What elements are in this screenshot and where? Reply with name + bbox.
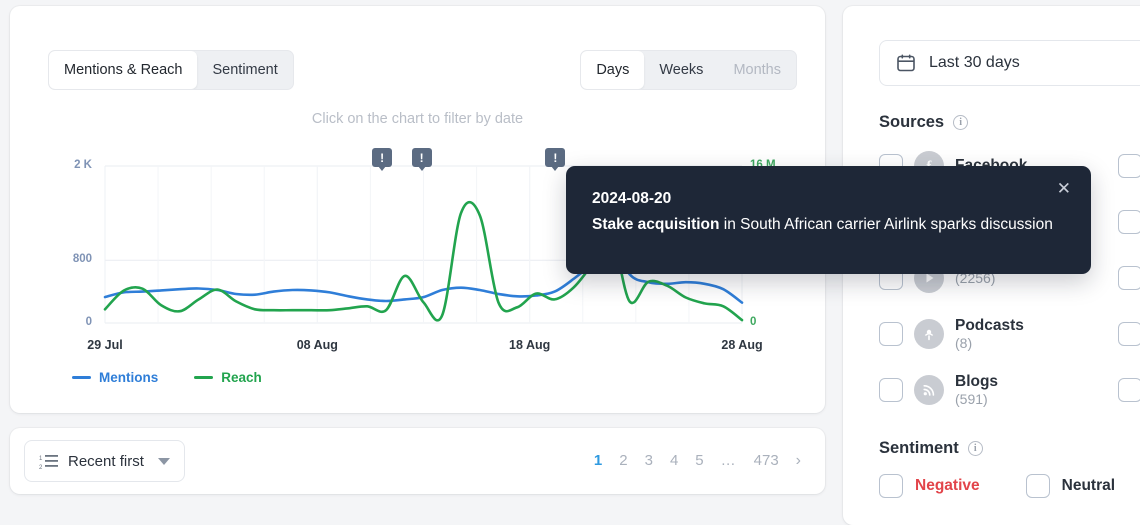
x-axis-tick: 18 Aug — [509, 338, 551, 352]
chart-line-mentions[interactable] — [103, 239, 744, 304]
tooltip-headline: Stake acquisition in South African carri… — [592, 212, 1065, 238]
rss-icon — [923, 385, 935, 396]
granularity-segmented-control: Days Weeks Months — [580, 50, 797, 90]
granularity-weeks[interactable]: Weeks — [659, 62, 704, 78]
pagination-page-3[interactable]: 3 — [644, 452, 653, 469]
source-label-group: Blogs (591) — [955, 373, 998, 407]
source-filter-row[interactable] — [1118, 312, 1140, 356]
x-axis-tick: 29 Jul — [87, 338, 123, 352]
close-icon[interactable]: ✕ — [1056, 179, 1071, 198]
source-filter-row[interactable] — [1118, 144, 1140, 188]
legend-label-reach: Reach — [221, 370, 262, 385]
sentiment-option-negative[interactable]: Negative — [879, 474, 980, 498]
y-axis-tick-left: 0 — [85, 316, 92, 328]
pagination-next-button[interactable]: › — [795, 452, 801, 469]
checkbox-source-secondary-3[interactable] — [1118, 322, 1140, 346]
chart-view-segmented-control: Mentions & Reach Sentiment — [48, 50, 294, 90]
legend-swatch-mentions — [72, 376, 91, 379]
source-name: Blogs — [955, 373, 999, 391]
pagination-page-5[interactable]: 5 — [695, 452, 704, 469]
checkbox-source-secondary-1[interactable] — [1118, 210, 1140, 234]
svg-text:1: 1 — [39, 456, 43, 462]
youtube-icon — [926, 273, 934, 283]
source-filter-row[interactable] — [1118, 200, 1140, 244]
granularity-control: Days Weeks Months — [580, 50, 797, 90]
alert-flag[interactable]: ! — [411, 148, 432, 167]
tooltip-date: 2024-08-20 — [592, 190, 672, 207]
date-range-picker[interactable]: Last 30 days — [879, 40, 1140, 86]
x-axis-tick: 28 Aug — [721, 338, 763, 352]
tab-mentions-and-reach[interactable]: Mentions & Reach — [49, 51, 198, 89]
source-name: Podcasts — [955, 317, 1024, 335]
pagination-page-1[interactable]: 1 — [593, 452, 603, 469]
granularity-days[interactable]: Days — [581, 51, 645, 89]
checkbox-sentiment-neutral[interactable] — [1025, 474, 1050, 498]
pagination-page-473[interactable]: 473 — [753, 452, 779, 469]
checkbox-source-secondary-4[interactable] — [1118, 378, 1140, 402]
tooltip-headline-rest: in South African carrier Airlink sparks … — [719, 216, 1053, 233]
checkbox-source-secondary-2[interactable] — [1118, 266, 1140, 290]
sentiment-option-neutral[interactable]: Neutral — [1025, 474, 1116, 498]
source-filter-row[interactable]: Podcasts (8) — [879, 312, 1027, 356]
svg-text:2: 2 — [39, 465, 43, 470]
sentiment-label-negative: Negative — [915, 477, 980, 494]
source-filter-row[interactable]: Blogs (591) — [879, 368, 1027, 412]
checkbox-source-secondary-0[interactable] — [1118, 154, 1140, 178]
chart-event-tooltip[interactable]: ✕ 2024-08-20 Stake acquisition in South … — [566, 166, 1091, 274]
source-filter-row[interactable] — [1118, 256, 1140, 300]
legend-swatch-reach — [194, 376, 214, 379]
pagination-page-4[interactable]: 4 — [669, 452, 679, 469]
pagination-page-2[interactable]: 2 — [619, 452, 628, 469]
alert-flag[interactable]: ! — [545, 148, 566, 167]
sources-title-text: Sources — [879, 113, 945, 131]
sentiment-title-text: Sentiment — [879, 439, 959, 457]
date-range-label: Last 30 days — [929, 54, 1020, 71]
source-badge — [914, 319, 944, 349]
sort-dropdown[interactable]: 1 2 Recent first — [24, 440, 185, 482]
source-badge — [914, 375, 944, 405]
legend-label-mentions: Mentions — [99, 370, 159, 385]
info-icon[interactable]: i — [953, 115, 969, 130]
checkbox-sentiment-negative[interactable] — [879, 474, 903, 498]
sources-column-secondary — [1118, 144, 1140, 412]
sentiment-label-neutral: Neutral — [1061, 477, 1116, 494]
checkbox-source-podcasts[interactable] — [879, 322, 903, 346]
y-axis-tick-left: 800 — [72, 253, 92, 266]
pagination-ellipsis: … — [720, 452, 737, 469]
results-toolbar: 1 2 Recent first 1 2 3 4 5… 473 › — [10, 428, 825, 494]
calendar-icon — [897, 54, 915, 72]
x-axis-tick: 08 Aug — [296, 338, 338, 352]
chart-legend: Mentions Reach — [72, 370, 262, 385]
y-axis-tick-left: 2 K — [74, 159, 92, 171]
source-count: (8) — [955, 334, 973, 351]
legend-item-mentions[interactable]: Mentions — [72, 370, 158, 385]
sort-dropdown-label: Recent first — [68, 452, 144, 470]
checkbox-source-blogs[interactable] — [879, 378, 903, 402]
source-label-group: Podcasts (8) — [955, 317, 1024, 351]
sources-section-title: Sources i — [879, 113, 1140, 132]
sentiment-filter-row: Negative Neutral — [879, 474, 1140, 498]
source-count: (591) — [955, 390, 988, 407]
sentiment-section-title: Sentiment i — [879, 439, 1140, 458]
source-filter-row[interactable] — [1118, 368, 1140, 412]
tooltip-headline-bold: Stake acquisition — [592, 216, 720, 233]
podcast-icon — [924, 329, 934, 341]
chart-hint-text: Click on the chart to filter by date — [311, 111, 524, 127]
granularity-months: Months — [733, 62, 781, 78]
pagination: 1 2 3 4 5 … 473 › — [594, 442, 801, 480]
sort-list-icon: 1 2 — [39, 454, 58, 470]
alert-flag[interactable]: ! — [372, 148, 393, 167]
chevron-down-icon — [157, 457, 170, 465]
legend-item-reach[interactable]: Reach — [194, 370, 262, 385]
chart-view-tabs: Mentions & Reach Sentiment — [48, 50, 294, 90]
tab-sentiment[interactable]: Sentiment — [212, 62, 278, 78]
y-axis-tick-right: 0 — [750, 316, 757, 328]
info-icon[interactable]: i — [967, 441, 983, 456]
chart-line-reach[interactable] — [103, 200, 744, 322]
